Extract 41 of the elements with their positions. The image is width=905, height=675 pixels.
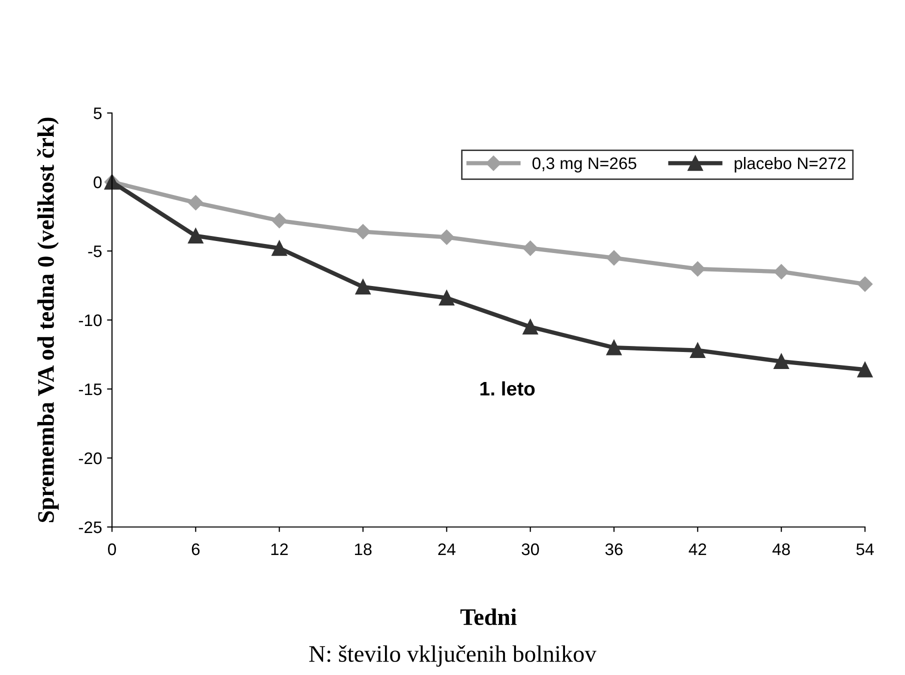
- point: [690, 261, 706, 277]
- x-tick-label: 42: [688, 543, 706, 556]
- y-tick-label: 0: [94, 176, 102, 188]
- x-tick-label: 24: [438, 543, 456, 556]
- point: [522, 240, 538, 256]
- x-tick-label: 6: [192, 543, 200, 556]
- y-tick-label: -20: [78, 452, 102, 464]
- x-tick-label: 0: [108, 543, 116, 556]
- annotation: 1. leto: [480, 381, 535, 396]
- point: [355, 279, 371, 295]
- y-tick-label: -10: [78, 314, 102, 326]
- point: [690, 342, 706, 358]
- point: [439, 290, 454, 306]
- y-axis-title: Sprememba VA od tedna 0 (velikost črk): [37, 118, 59, 522]
- x-axis-title: Tedni: [460, 608, 517, 626]
- x-tick-label: 54: [856, 544, 874, 556]
- text: N: število vključenih bolnikov: [309, 645, 596, 667]
- y-tick-label: -5: [88, 246, 102, 258]
- point: [188, 228, 204, 244]
- x-tick-label: 12: [271, 543, 288, 556]
- point: [272, 213, 287, 228]
- point: [606, 340, 622, 356]
- y-tick-label: -25: [78, 521, 102, 534]
- legend-label: 0,3 mg N=265: [532, 157, 636, 173]
- point: [439, 230, 454, 245]
- legend-label: placebo N=272: [734, 156, 846, 173]
- point: [774, 354, 789, 370]
- point: [355, 224, 371, 240]
- x-tick-label: 18: [355, 543, 372, 556]
- x-tick-label: 48: [772, 543, 790, 556]
- point: [522, 319, 538, 335]
- point: [188, 195, 204, 210]
- x-tick-label: 36: [605, 543, 623, 556]
- y-tick-label: 5: [94, 108, 102, 120]
- y-tick-label: -15: [78, 384, 102, 396]
- point: [857, 362, 873, 378]
- x-tick-label: 30: [522, 543, 539, 556]
- point: [774, 264, 789, 280]
- point: [606, 250, 622, 266]
- point: [272, 240, 287, 256]
- point: [857, 276, 873, 292]
